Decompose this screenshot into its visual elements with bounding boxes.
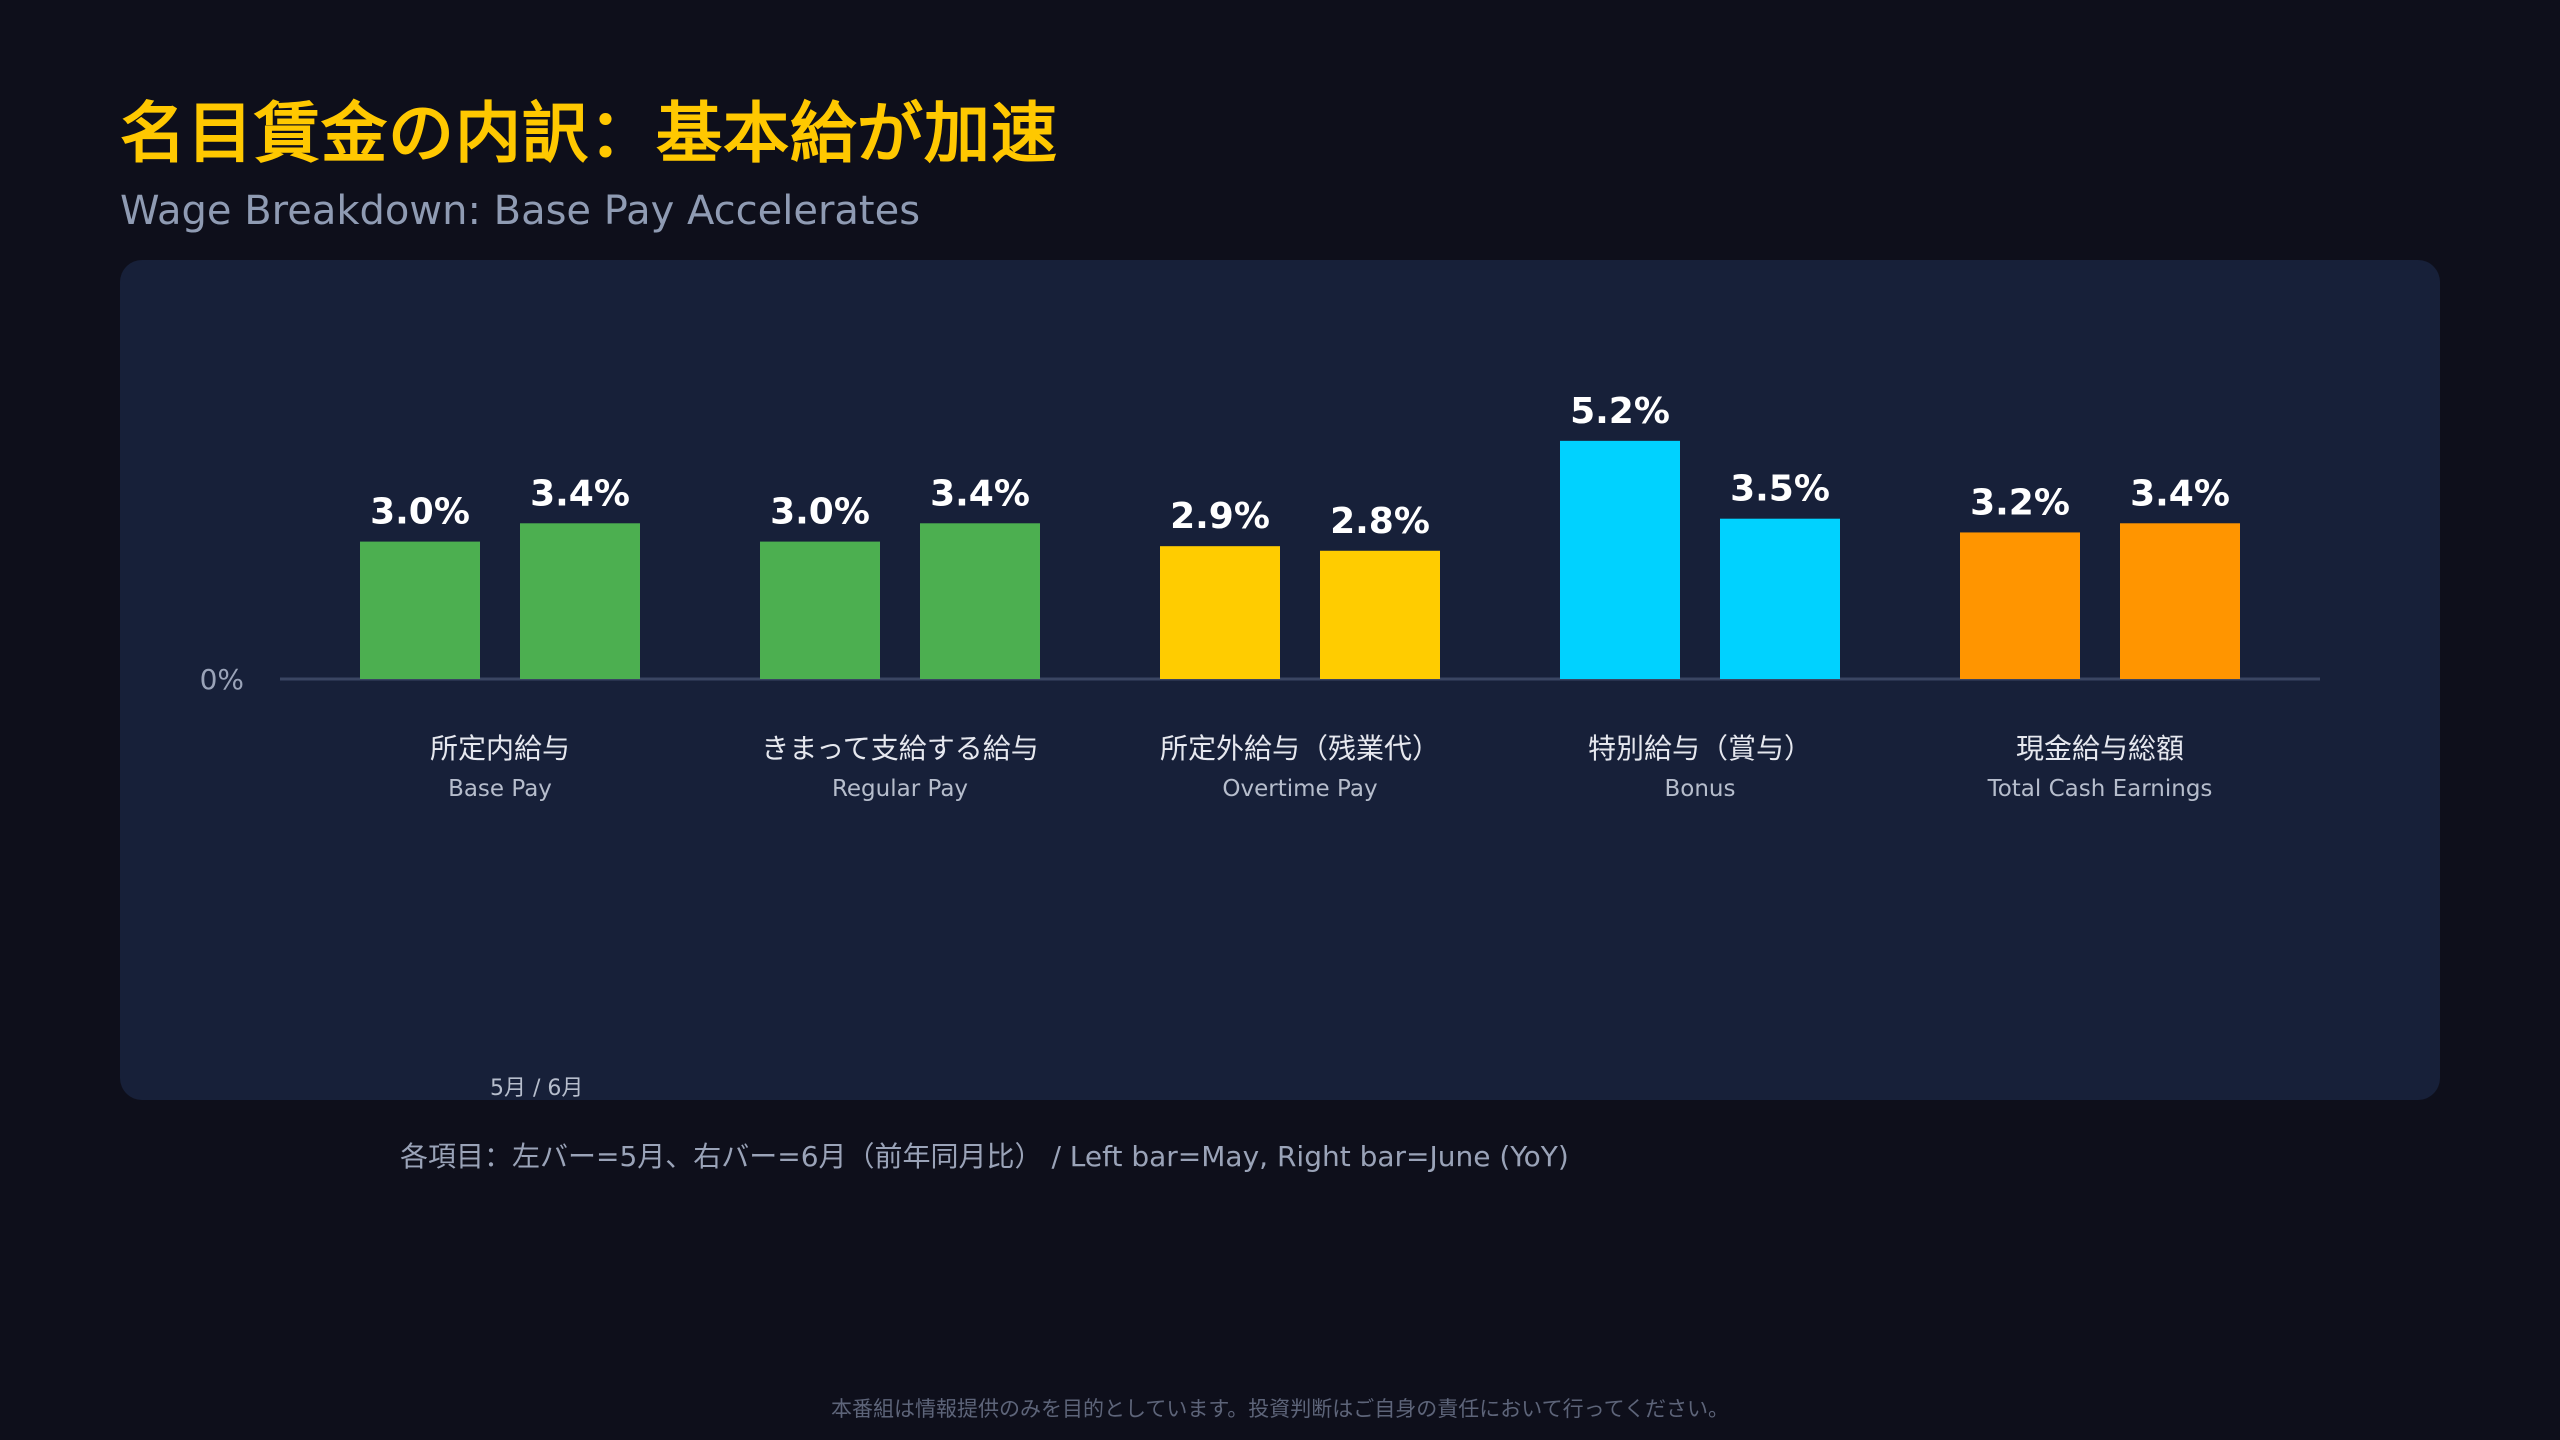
chart-panel: 0% 3.0% 3.4% 所定内給与 Base Pay 3.0% 3.4% きまって支給する給… bbox=[120, 260, 2440, 1173]
category-label-jp-4: 現金給与総額 bbox=[2016, 732, 2184, 765]
bar-june-4 bbox=[2120, 523, 2240, 679]
page-title: 名目賃金の内訳：基本給が加速 bbox=[120, 95, 1058, 172]
bar-june-1 bbox=[920, 523, 1040, 679]
bar-may-4 bbox=[1960, 532, 2080, 679]
bar-may-3 bbox=[1560, 440, 1680, 679]
category-label-jp-1: きまって支給する給与 bbox=[761, 732, 1038, 765]
category-label-jp-0: 所定内給与 bbox=[430, 732, 570, 765]
bar-may-1 bbox=[760, 541, 880, 679]
month-note: 5月 / 6月 bbox=[490, 1076, 584, 1101]
bar-value-label-may-2: 2.9% bbox=[1170, 496, 1270, 537]
category-label-jp-2: 所定外給与（残業代） bbox=[1160, 732, 1440, 765]
bar-june-2 bbox=[1320, 550, 1440, 679]
bar-value-label-may-3: 5.2% bbox=[1570, 391, 1670, 432]
bar-value-label-may-1: 3.0% bbox=[770, 492, 870, 533]
category-label-en-2: Overtime Pay bbox=[1222, 776, 1377, 802]
bar-value-label-june-3: 3.5% bbox=[1730, 469, 1830, 510]
bar-value-label-may-0: 3.0% bbox=[370, 492, 470, 533]
category-label-jp-3: 特別給与（賞与） bbox=[1588, 732, 1812, 765]
category-label-en-0: Base Pay bbox=[448, 776, 552, 802]
bar-may-0 bbox=[360, 541, 480, 679]
category-label-en-1: Regular Pay bbox=[832, 776, 968, 802]
bar-may-2 bbox=[1160, 546, 1280, 679]
bar-value-label-june-4: 3.4% bbox=[2130, 473, 2230, 514]
bar-value-label-june-0: 3.4% bbox=[530, 473, 630, 514]
disclaimer: 本番組は情報提供のみを目的としています。投資判断はご自身の責任において行ってくだ… bbox=[831, 1397, 1729, 1421]
category-label-en-3: Bonus bbox=[1665, 776, 1736, 802]
bar-value-label-june-1: 3.4% bbox=[930, 473, 1030, 514]
legend-note: 各項目：左バー=5月、右バー=6月（前年同月比） / Left bar=May,… bbox=[400, 1140, 1569, 1173]
bar-june-0 bbox=[520, 523, 640, 679]
bar-value-label-may-4: 3.2% bbox=[1970, 482, 2070, 523]
bar-chart: 0% 3.0% 3.4% 所定内給与 Base Pay 3.0% 3.4% きまって支給する給… bbox=[200, 391, 2320, 802]
page-subtitle: Wage Breakdown: Base Pay Accelerates bbox=[120, 188, 921, 234]
category-label-en-4: Total Cash Earnings bbox=[1987, 776, 2213, 802]
zero-tick-label: 0% bbox=[200, 663, 244, 696]
bar-june-3 bbox=[1720, 518, 1840, 679]
bar-value-label-june-2: 2.8% bbox=[1330, 501, 1430, 542]
